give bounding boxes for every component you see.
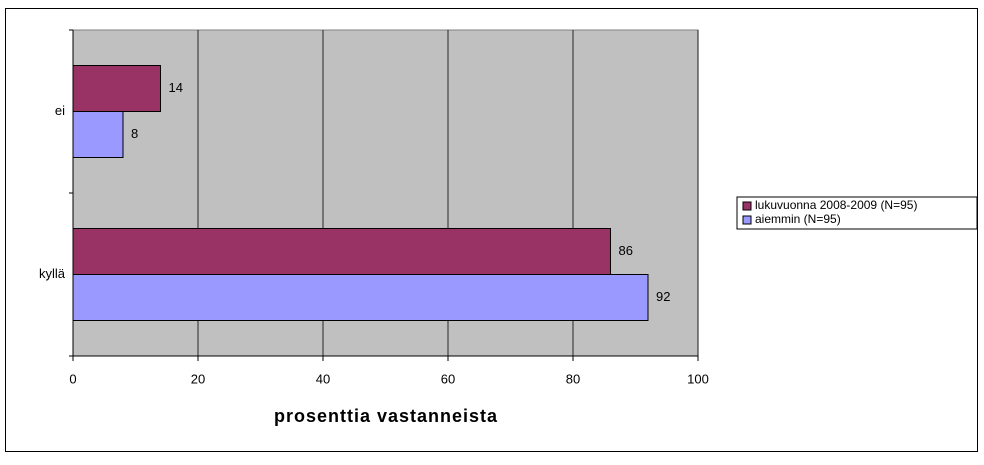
x-tick-label: 40 bbox=[316, 371, 330, 386]
legend-label: lukuvuonna 2008-2009 (N=95) bbox=[755, 198, 917, 212]
y-tick-label: kyllä bbox=[39, 266, 66, 281]
legend-swatch bbox=[742, 215, 752, 225]
x-tick-label: 20 bbox=[191, 371, 205, 386]
data-label: 8 bbox=[131, 126, 138, 141]
x-tick-label: 80 bbox=[566, 371, 580, 386]
bar bbox=[72, 65, 161, 112]
x-tick-label: 0 bbox=[69, 371, 76, 386]
legend-label: aiemmin (N=95) bbox=[755, 212, 841, 226]
y-tick-label: ei bbox=[55, 103, 65, 118]
x-tick-label: 100 bbox=[687, 371, 709, 386]
legend-swatch bbox=[742, 201, 752, 211]
x-tick-label: 60 bbox=[441, 371, 455, 386]
data-label: 92 bbox=[656, 289, 670, 304]
data-label: 14 bbox=[169, 80, 183, 95]
bar bbox=[72, 111, 124, 158]
x-axis-title: prosenttia vastanneista bbox=[274, 406, 498, 426]
data-label: 86 bbox=[619, 243, 633, 258]
bar bbox=[72, 274, 649, 321]
bar bbox=[72, 228, 611, 275]
legend-box bbox=[736, 196, 978, 230]
